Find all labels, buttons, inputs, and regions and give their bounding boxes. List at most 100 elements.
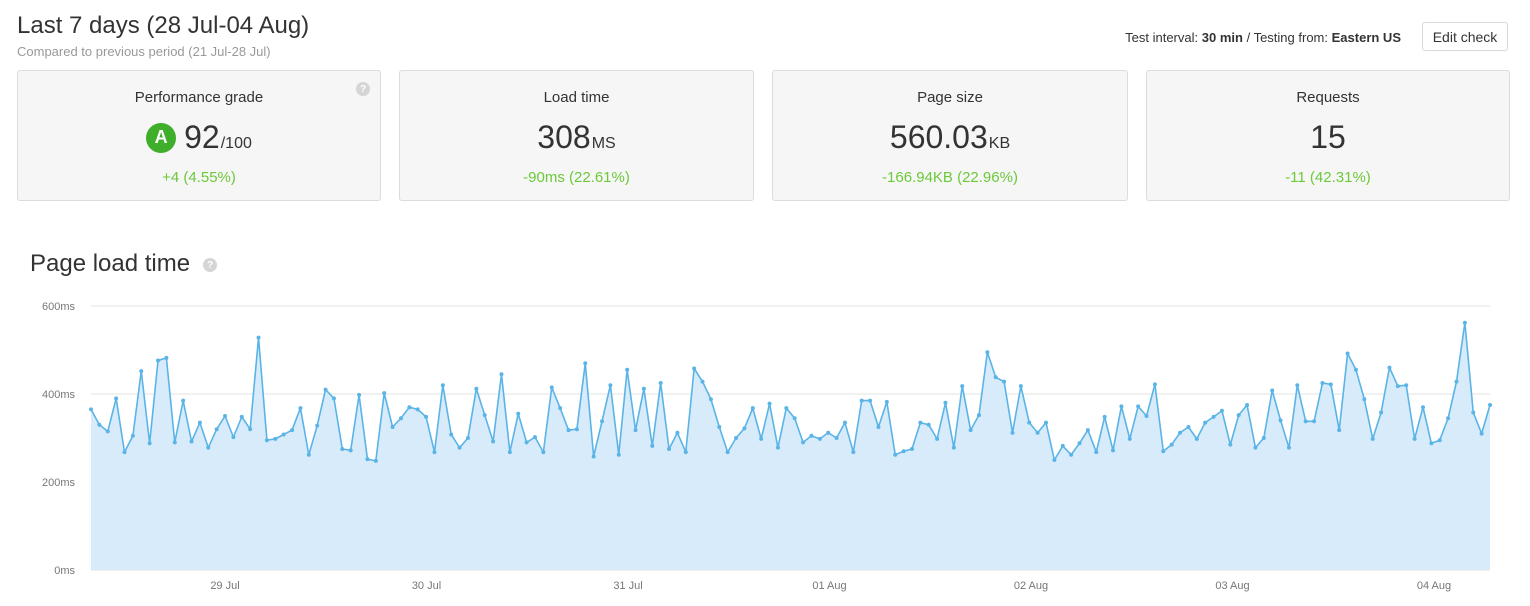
data-point[interactable] — [960, 384, 965, 389]
edit-check-button[interactable]: Edit check — [1422, 22, 1508, 51]
data-point[interactable] — [574, 427, 579, 432]
data-point[interactable] — [290, 428, 295, 433]
data-point[interactable] — [1052, 458, 1057, 462]
data-point[interactable] — [859, 398, 864, 403]
data-point[interactable] — [1320, 381, 1325, 385]
data-point[interactable] — [1060, 443, 1065, 448]
data-point[interactable] — [1362, 397, 1367, 402]
data-point[interactable] — [641, 386, 646, 391]
data-point[interactable] — [1412, 436, 1417, 441]
data-point[interactable] — [734, 436, 739, 440]
data-point[interactable] — [667, 447, 672, 451]
data-point[interactable] — [491, 439, 496, 444]
data-point[interactable] — [440, 383, 445, 388]
data-point[interactable] — [1094, 450, 1099, 455]
data-point[interactable] — [1069, 452, 1074, 457]
data-point[interactable] — [1203, 420, 1208, 425]
data-point[interactable] — [1035, 430, 1040, 435]
data-point[interactable] — [1186, 425, 1191, 429]
data-point[interactable] — [1044, 420, 1049, 425]
data-point[interactable] — [1002, 379, 1007, 384]
data-point[interactable] — [340, 447, 345, 451]
data-point[interactable] — [1161, 449, 1166, 454]
data-point[interactable] — [1245, 403, 1250, 407]
data-point[interactable] — [742, 426, 747, 431]
data-point[interactable] — [935, 436, 940, 441]
data-point[interactable] — [1404, 383, 1409, 388]
data-point[interactable] — [239, 414, 244, 419]
data-point[interactable] — [1328, 382, 1333, 387]
data-point[interactable] — [1144, 414, 1149, 418]
data-point[interactable] — [775, 445, 780, 450]
data-point[interactable] — [725, 450, 730, 455]
data-point[interactable] — [868, 398, 873, 403]
data-point[interactable] — [1420, 405, 1425, 410]
data-point[interactable] — [558, 406, 563, 411]
data-point[interactable] — [348, 448, 353, 453]
data-point[interactable] — [181, 398, 186, 403]
data-point[interactable] — [315, 423, 320, 428]
data-point[interactable] — [1111, 448, 1116, 453]
data-point[interactable] — [993, 375, 998, 380]
data-point[interactable] — [398, 416, 403, 421]
data-point[interactable] — [147, 441, 152, 446]
data-point[interactable] — [365, 457, 370, 462]
data-point[interactable] — [273, 436, 278, 441]
data-point[interactable] — [1479, 431, 1484, 436]
data-point[interactable] — [457, 445, 462, 450]
data-point[interactable] — [382, 391, 387, 396]
data-point[interactable] — [817, 436, 822, 441]
data-point[interactable] — [1261, 436, 1266, 440]
help-icon[interactable]: ? — [356, 82, 370, 96]
data-point[interactable] — [331, 396, 336, 401]
data-point[interactable] — [1236, 413, 1241, 418]
data-point[interactable] — [625, 367, 630, 372]
data-point[interactable] — [1429, 441, 1434, 446]
data-point[interactable] — [1211, 414, 1216, 419]
data-point[interactable] — [298, 406, 303, 411]
data-point[interactable] — [541, 450, 546, 455]
data-point[interactable] — [683, 450, 688, 455]
data-point[interactable] — [1337, 428, 1342, 433]
data-point[interactable] — [97, 422, 102, 427]
data-point[interactable] — [1286, 445, 1291, 450]
data-point[interactable] — [1446, 416, 1451, 421]
data-point[interactable] — [759, 436, 764, 441]
data-point[interactable] — [114, 396, 119, 401]
data-point[interactable] — [549, 385, 554, 390]
data-point[interactable] — [985, 350, 990, 355]
data-point[interactable] — [1085, 428, 1090, 433]
data-point[interactable] — [281, 432, 286, 437]
data-point[interactable] — [172, 440, 177, 445]
data-point[interactable] — [189, 439, 194, 444]
data-point[interactable] — [206, 445, 211, 450]
data-point[interactable] — [1228, 442, 1233, 447]
data-point[interactable] — [465, 436, 470, 440]
data-point[interactable] — [851, 450, 856, 455]
data-point[interactable] — [248, 427, 253, 432]
data-point[interactable] — [826, 430, 831, 435]
data-point[interactable] — [901, 449, 906, 454]
data-point[interactable] — [708, 397, 713, 402]
data-point[interactable] — [415, 407, 420, 412]
data-point[interactable] — [1295, 383, 1300, 388]
data-point[interactable] — [1152, 382, 1157, 387]
data-point[interactable] — [524, 440, 529, 445]
data-point[interactable] — [1488, 403, 1492, 407]
data-point[interactable] — [449, 432, 454, 437]
data-point[interactable] — [1395, 384, 1400, 389]
data-point[interactable] — [1136, 404, 1141, 409]
data-point[interactable] — [424, 414, 429, 419]
data-point[interactable] — [1077, 441, 1082, 446]
data-point[interactable] — [876, 425, 881, 429]
data-point[interactable] — [692, 366, 697, 371]
data-point[interactable] — [1471, 410, 1476, 415]
data-point[interactable] — [507, 450, 512, 455]
data-point[interactable] — [926, 422, 931, 427]
data-point[interactable] — [1387, 365, 1392, 370]
data-point[interactable] — [156, 358, 161, 363]
data-point[interactable] — [499, 372, 504, 377]
data-point[interactable] — [675, 430, 680, 435]
data-point[interactable] — [591, 454, 596, 459]
data-point[interactable] — [1102, 414, 1107, 419]
